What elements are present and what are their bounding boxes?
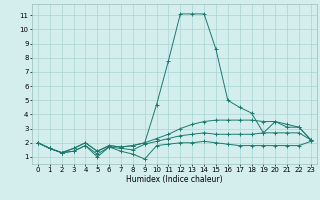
X-axis label: Humidex (Indice chaleur): Humidex (Indice chaleur) [126, 175, 223, 184]
